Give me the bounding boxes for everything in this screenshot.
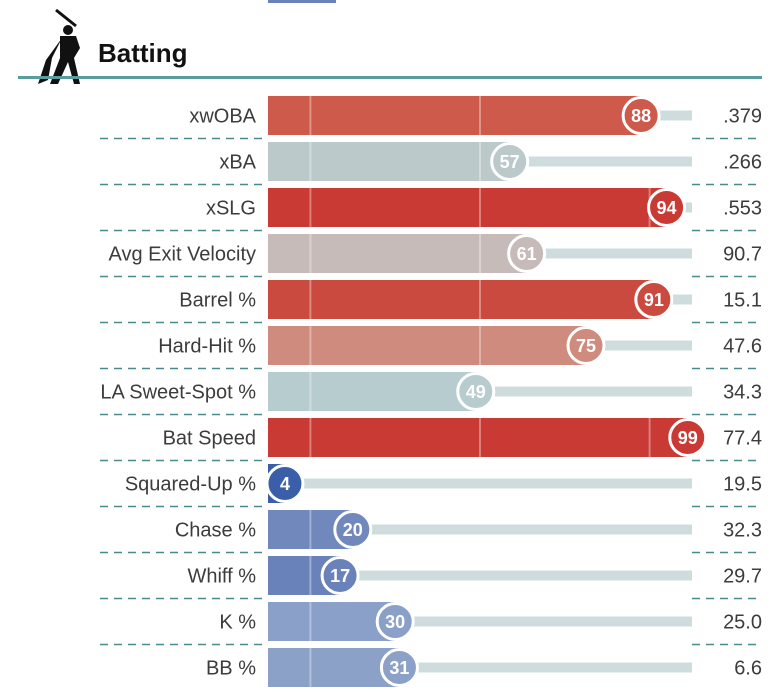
percentile-bubble [333,510,373,549]
metric-value: .266 [723,152,762,174]
metric-row: Squared-Up % 4 19.5 [100,464,762,508]
percentile-track [268,524,692,535]
percentile-bubble [668,418,708,457]
metric-value: 47.6 [723,336,762,358]
percentile-bar [268,326,586,365]
metric-value: 6.6 [734,658,762,680]
metric-row: xwOBA 88 .379 [100,96,762,140]
metric-label: Bat Speed [163,428,256,450]
metric-label: BB % [206,658,256,680]
metric-label: Avg Exit Velocity [109,244,256,266]
header-rule [18,76,762,79]
metric-label: Squared-Up % [125,474,256,496]
metric-value: .379 [723,106,762,128]
metric-value: 29.7 [723,566,762,588]
metric-row: Bat Speed 99 77.4 [100,418,762,462]
percentile-bar [268,96,642,135]
percentile-label: 20 [343,520,363,540]
percentile-bubble [507,234,547,273]
percentile-label: 49 [466,382,486,402]
percentile-track [268,570,692,581]
percentile-bubble [634,280,674,319]
metric-label: xSLG [206,198,256,220]
percentile-track [268,662,692,673]
metric-label: Chase % [175,520,256,542]
metric-label: Whiff % [187,566,256,588]
section-title: Batting [98,38,188,68]
percentile-label: 31 [389,658,409,678]
percentile-bubble [265,464,305,503]
percentile-bubble [320,556,360,595]
metric-row: Avg Exit Velocity 61 90.7 [100,234,762,278]
metric-row: K % 30 25.0 [100,602,762,646]
metric-row: Chase % 20 32.3 [100,510,762,554]
metric-value: .553 [723,198,762,220]
metric-value: 15.1 [723,290,762,312]
percentile-track [268,478,692,489]
metric-value: 77.4 [723,428,762,450]
metric-label: xwOBA [189,106,256,128]
percentile-bubble [647,188,687,227]
percentile-label: 94 [657,198,677,218]
batter-silhouette-icon [38,8,80,84]
percentile-label: 91 [644,290,664,310]
percentile-label: 61 [517,244,537,264]
metric-rows: xwOBA 88 .379 xBA 57 .266 xSLG 94 .553 Avg Exit V… [100,96,762,687]
percentile-bar [268,188,667,227]
percentile-track [268,616,692,627]
metric-label: xBA [219,152,256,174]
metric-row: xSLG 94 .553 [100,188,762,232]
metric-row: BB % 31 6.6 [206,648,762,687]
metric-row: Hard-Hit % 75 47.6 [100,326,762,370]
metric-label: Hard-Hit % [158,336,256,358]
percentile-bar [268,372,476,411]
percentile-bubble [490,142,530,181]
percentile-label: 88 [631,106,651,126]
percentile-bar [268,234,527,273]
percentile-bubble [566,326,606,365]
percentile-label: 17 [330,566,350,586]
metric-label: K % [219,612,256,634]
metric-value: 90.7 [723,244,762,266]
metric-label: Barrel % [179,290,256,312]
percentile-label: 30 [385,612,405,632]
percentile-bubble [379,648,419,687]
metric-value: 19.5 [723,474,762,496]
percentile-bubble [456,372,496,411]
metric-row: xBA 57 .266 [100,142,762,186]
percentile-bar [268,602,396,641]
percentile-bar [268,648,400,687]
percentile-bubble [375,602,415,641]
percentile-label: 99 [678,428,698,448]
percentile-bubble [621,96,661,135]
percentile-bar [268,280,654,319]
percentile-label: 57 [500,152,520,172]
metric-row: Barrel % 91 15.1 [100,280,762,324]
metric-label: LA Sweet-Spot % [100,382,256,404]
percentile-label: 75 [576,336,596,356]
percentile-bar [268,418,688,457]
metric-row: LA Sweet-Spot % 49 34.3 [100,372,762,416]
metric-value: 25.0 [723,612,762,634]
metric-value: 32.3 [723,520,762,542]
percentile-bar [268,142,510,181]
percentile-label: 4 [280,474,290,494]
metric-value: 34.3 [723,382,762,404]
previous-section-bar-fragment [268,0,336,3]
metric-row: Whiff % 17 29.7 [100,556,762,600]
